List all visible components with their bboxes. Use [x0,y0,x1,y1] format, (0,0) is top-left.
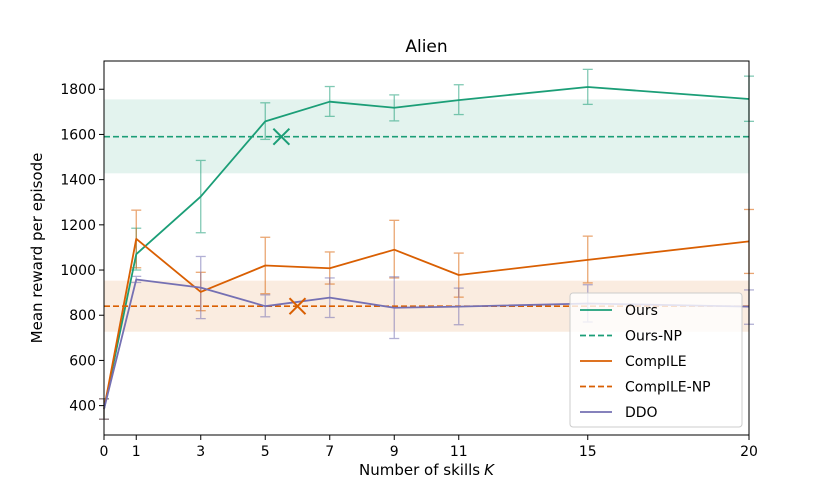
y-tick-label: 1200 [60,218,96,234]
y-tick-label: 400 [69,399,96,415]
y-tick-label: 1000 [60,263,96,279]
legend: Ours Ours-NP CompILE CompILE-NP DDO [569,292,743,428]
x-tick-label: 5 [261,444,270,460]
x-axis-label-text: Number of skills [359,461,480,479]
x-tick-label: 9 [390,444,399,460]
chart-title: Alien [405,37,447,57]
ours-np-x-marker [272,127,291,146]
y-tick-label: 600 [69,353,96,369]
np-markers [272,127,307,315]
plot-frame [103,60,750,436]
y-tick-label: 1600 [60,127,96,143]
x-tick-label: 15 [579,444,597,460]
x-axis-label-var: K [484,461,495,479]
y-tick-label: 1400 [60,173,96,189]
y-axis-ticks: 400 600 800 1000 1200 1400 1600 1800 [60,82,104,415]
legend-box [569,292,743,428]
y-tick-label: 1800 [60,82,96,98]
x-tick-label: 20 [740,444,758,460]
y-axis-label: Mean reward per episode [28,153,46,344]
legend-label-ours: Ours [625,303,658,319]
legend-label-compile: CompILE [625,354,687,370]
ddo-line [103,278,750,410]
ours-line [103,86,750,410]
x-axis-label: Number of skills K [359,461,495,479]
x-tick-label: 1 [132,444,141,460]
y-tick-label: 800 [69,308,96,324]
compile-line [103,237,750,410]
compile-np-x-marker [288,297,307,315]
x-tick-label: 3 [196,444,205,460]
x-tick-label: 11 [450,444,468,460]
series-lines [103,86,750,410]
x-tick-label: 0 [100,444,109,460]
legend-label-ddo: DDO [625,405,658,421]
ours-np-band [104,99,749,174]
legend-label-ours-np: Ours-NP [625,329,682,345]
x-tick-label: 7 [325,444,334,460]
x-axis-ticks: 0 1 3 5 7 9 11 15 20 [100,435,758,460]
legend-label-compile-np: CompILE-NP [625,380,711,396]
